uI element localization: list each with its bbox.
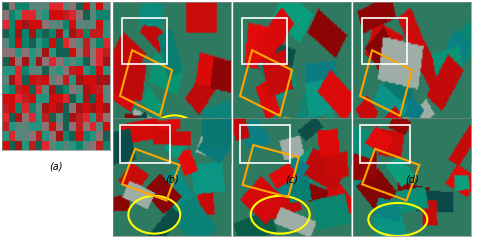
Bar — [360, 125, 410, 163]
Text: (d): (d) — [405, 175, 419, 185]
Bar — [240, 125, 290, 163]
Bar — [122, 18, 168, 64]
Text: (c): (c) — [286, 175, 298, 185]
Bar — [242, 18, 288, 64]
Text: (a): (a) — [49, 161, 63, 171]
Text: (b): (b) — [165, 175, 179, 185]
Bar — [120, 125, 170, 163]
Bar — [362, 18, 408, 64]
